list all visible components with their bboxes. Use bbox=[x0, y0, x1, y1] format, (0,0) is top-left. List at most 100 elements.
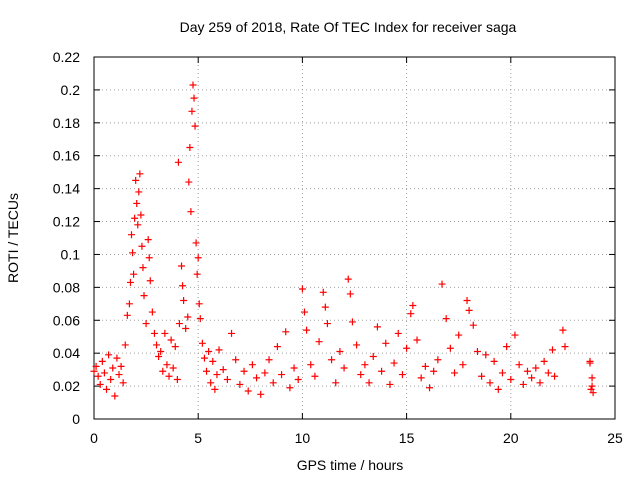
data-point bbox=[413, 336, 421, 344]
data-point bbox=[390, 359, 398, 367]
data-point bbox=[253, 374, 261, 382]
x-axis-label: GPS time / hours bbox=[297, 457, 404, 473]
data-point bbox=[303, 326, 311, 334]
y-tick-label: 0.16 bbox=[53, 148, 80, 164]
y-tick-label: 0.04 bbox=[53, 345, 80, 361]
data-point bbox=[185, 178, 193, 186]
data-point bbox=[142, 320, 150, 328]
data-point bbox=[469, 321, 477, 329]
data-point bbox=[294, 376, 302, 384]
data-point bbox=[332, 379, 340, 387]
data-point bbox=[186, 144, 194, 151]
data-point bbox=[113, 354, 121, 362]
data-point bbox=[145, 254, 153, 262]
data-point bbox=[187, 208, 195, 216]
data-point bbox=[434, 356, 442, 364]
data-point bbox=[498, 369, 506, 377]
data-point bbox=[321, 303, 329, 311]
y-axis-label: ROTI / TECUs bbox=[5, 193, 21, 283]
data-point bbox=[478, 372, 486, 380]
x-tick-label: 0 bbox=[90, 430, 98, 446]
data-point bbox=[107, 376, 115, 384]
data-point bbox=[115, 371, 123, 379]
data-point bbox=[536, 379, 544, 387]
data-point bbox=[236, 380, 244, 388]
data-point bbox=[205, 348, 213, 356]
data-point bbox=[551, 372, 559, 380]
plot-frame bbox=[93, 56, 616, 420]
data-point bbox=[311, 372, 319, 380]
data-point bbox=[228, 329, 236, 337]
data-point bbox=[121, 341, 129, 349]
data-point bbox=[523, 367, 531, 375]
chart-title: Day 259 of 2018, Rate Of TEC Index for r… bbox=[180, 19, 517, 35]
data-point bbox=[532, 364, 540, 372]
data-point bbox=[586, 357, 594, 365]
data-point bbox=[528, 374, 536, 382]
data-point bbox=[194, 254, 202, 262]
data-point bbox=[171, 343, 179, 351]
data-point bbox=[278, 371, 286, 379]
data-point bbox=[138, 242, 146, 250]
data-point bbox=[175, 320, 183, 328]
data-point bbox=[473, 348, 481, 356]
data-point bbox=[94, 372, 102, 380]
data-point bbox=[148, 308, 156, 316]
data-point bbox=[494, 385, 502, 393]
data-point bbox=[200, 354, 208, 362]
data-point bbox=[198, 339, 206, 347]
data-point bbox=[90, 367, 98, 375]
data-point bbox=[157, 348, 165, 356]
data-point bbox=[515, 361, 523, 369]
data-point bbox=[463, 297, 471, 305]
data-point bbox=[269, 379, 277, 387]
y-tick-label: 0.1 bbox=[61, 246, 81, 262]
y-tick-label: 0.12 bbox=[53, 214, 80, 230]
data-point bbox=[144, 236, 152, 244]
data-point bbox=[211, 385, 219, 393]
data-point bbox=[191, 122, 199, 130]
data-point bbox=[544, 369, 552, 377]
data-point bbox=[409, 301, 417, 309]
data-point bbox=[373, 323, 381, 331]
data-point bbox=[286, 384, 294, 392]
data-point bbox=[232, 356, 240, 364]
axis-ticks: 0 5 10 15 20 25 0 0.02 0.04 0.06 0.08 0.1 0.12 0.14 0.… bbox=[53, 49, 623, 446]
data-point bbox=[219, 366, 227, 374]
data-point bbox=[315, 338, 323, 346]
data-point bbox=[403, 344, 411, 352]
data-point bbox=[146, 277, 154, 285]
data-point bbox=[273, 343, 281, 351]
data-point bbox=[139, 264, 147, 272]
data-point bbox=[103, 385, 111, 393]
data-point bbox=[540, 357, 548, 365]
data-point bbox=[490, 357, 498, 365]
data-point bbox=[340, 364, 348, 372]
x-tick-label: 25 bbox=[607, 430, 623, 446]
data-point bbox=[133, 199, 141, 207]
data-point bbox=[180, 297, 188, 305]
data-point bbox=[203, 367, 211, 375]
data-point bbox=[421, 362, 429, 370]
data-point bbox=[417, 374, 425, 382]
y-tick-label: 0.06 bbox=[53, 312, 80, 328]
data-point bbox=[126, 278, 134, 286]
data-point bbox=[559, 326, 567, 334]
data-point bbox=[394, 329, 402, 337]
data-point bbox=[386, 380, 394, 388]
data-point bbox=[123, 311, 131, 319]
data-point bbox=[407, 310, 415, 318]
x-tick-label: 5 bbox=[194, 430, 202, 446]
data-point bbox=[398, 371, 406, 379]
data-point bbox=[125, 300, 133, 308]
data-point bbox=[346, 290, 354, 298]
data-point bbox=[163, 361, 171, 369]
data-point bbox=[132, 176, 140, 184]
data-point bbox=[265, 356, 273, 364]
data-point bbox=[455, 331, 463, 339]
data-point bbox=[96, 380, 104, 388]
data-point bbox=[328, 356, 336, 364]
data-point bbox=[130, 270, 138, 278]
y-tick-label: 0.14 bbox=[53, 181, 80, 197]
